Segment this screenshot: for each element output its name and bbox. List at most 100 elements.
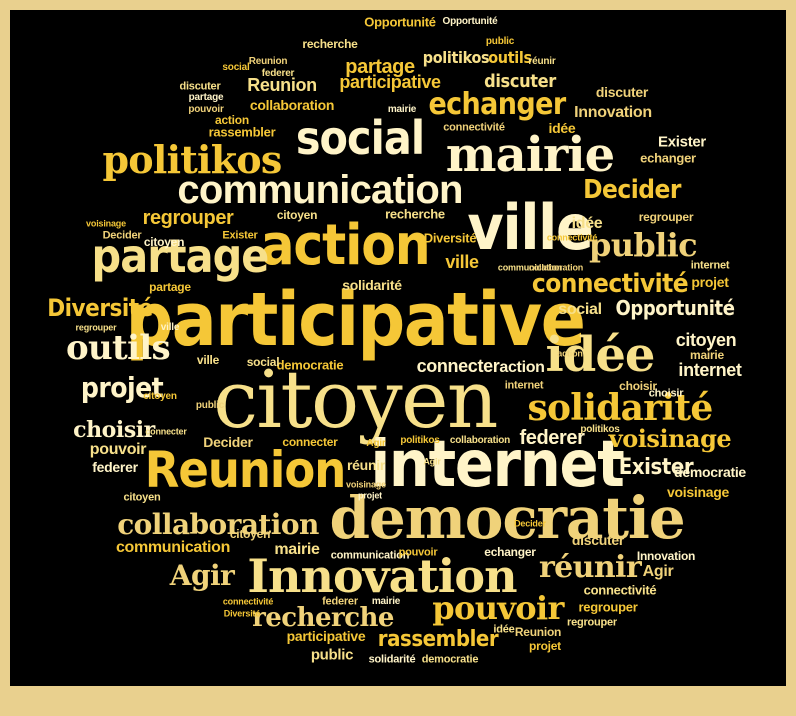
word-voisinage: voisinage xyxy=(666,484,730,500)
word-connectivite: connectivité xyxy=(222,596,274,607)
word-action: action xyxy=(499,359,545,376)
word-solidarite: solidarité xyxy=(342,277,402,293)
word-solidarite: solidarité xyxy=(527,387,713,429)
word-choisir: choisir xyxy=(73,417,155,443)
word-public: public xyxy=(485,36,515,47)
word-pouvoir: pouvoir xyxy=(188,104,224,115)
word-projet: projet xyxy=(529,639,561,653)
word-rassembler: rassembler xyxy=(377,627,499,652)
word-action: action xyxy=(557,348,583,359)
word-connecter: connecter xyxy=(145,426,187,437)
word-choisir: choisir xyxy=(619,379,657,393)
word-decider: Decider xyxy=(514,518,546,529)
word-choisir: choisir xyxy=(648,387,684,400)
word-idee: idée xyxy=(548,120,576,136)
word-voisinage: voisinage xyxy=(346,479,386,490)
word-connectivite: connectivité xyxy=(583,582,657,598)
word-cloud-frame: citoyen participative internet democrati… xyxy=(10,10,786,686)
word-communication: communication xyxy=(330,549,410,562)
word-communication: communication xyxy=(115,539,231,556)
word-decider: Decider xyxy=(102,229,142,242)
word-social: social xyxy=(246,355,280,369)
word-echanger: echanger xyxy=(640,150,696,166)
word-outils: outils xyxy=(66,328,171,368)
word-citoyen: citoyen xyxy=(675,330,737,350)
word-echanger: echanger xyxy=(484,545,536,559)
word-innovation: Innovation xyxy=(574,104,652,121)
word-innovation: Innovation xyxy=(247,549,517,603)
word-agir: Agir xyxy=(366,438,386,449)
word-decider: Decider xyxy=(203,434,253,450)
word-connectivite: connectivité xyxy=(546,232,598,243)
word-regrouper: regrouper xyxy=(75,322,117,333)
word-politikos: politikos xyxy=(580,424,620,435)
word-opportunite: Opportunité xyxy=(442,16,498,27)
word-voisinage: voisinage xyxy=(608,424,732,453)
word-connectivite: connectivité xyxy=(531,269,689,299)
word-discuter: discuter xyxy=(484,71,556,92)
word-democratie: democratie xyxy=(329,484,685,552)
word-projet: projet xyxy=(358,490,382,501)
word-collaboration: collaboration xyxy=(249,97,335,113)
word-democratie: democratie xyxy=(421,653,479,666)
word-rassembler: rassembler xyxy=(208,124,276,140)
word-reunion: Reunion xyxy=(514,625,562,639)
word-discuter: discuter xyxy=(179,80,221,93)
word-echanger: echanger xyxy=(428,87,566,122)
word-partage: partage xyxy=(188,92,224,103)
word-politikos: politikos xyxy=(422,48,490,67)
word-opportunite: Opportunité xyxy=(364,14,436,30)
word-mairie: mairie xyxy=(274,541,320,558)
word-mairie: mairie xyxy=(387,104,417,115)
word-agir: Agir xyxy=(642,563,674,580)
word-internet: internet xyxy=(370,428,624,502)
word-cloud: citoyen participative internet democrati… xyxy=(10,10,786,686)
word-connecter: connecter xyxy=(282,435,338,449)
word-diversite: Diversité xyxy=(223,608,261,619)
word-agir: Agir xyxy=(169,559,235,592)
word-reunion: Reunion xyxy=(247,75,317,95)
word-politikos: politikos xyxy=(102,137,282,182)
word-idee: idée xyxy=(493,623,515,636)
word-ville: ville xyxy=(445,252,479,272)
word-action: action xyxy=(215,113,249,127)
word-ville: ville xyxy=(196,353,220,367)
word-regrouper: regrouper xyxy=(638,210,694,224)
word-reunir: réunir xyxy=(528,56,556,67)
word-citoyen: citoyen xyxy=(143,235,185,249)
word-connectivite: connectivité xyxy=(443,121,505,134)
word-exister: Exister xyxy=(658,133,706,151)
word-agir: Agir xyxy=(423,456,441,467)
word-discuter: discuter xyxy=(571,532,625,548)
word-reunion: Reunion xyxy=(248,56,288,67)
word-communication: communication xyxy=(497,262,563,273)
word-projet: projet xyxy=(691,274,729,290)
word-pouvoir: pouvoir xyxy=(398,546,438,559)
word-recherche: recherche xyxy=(252,603,394,633)
word-partage: partage xyxy=(149,280,191,294)
word-internet: internet xyxy=(690,259,730,272)
word-public: public xyxy=(310,646,354,664)
word-diversite: Diversité xyxy=(47,294,153,322)
word-communication: communication xyxy=(177,168,463,212)
word-exister: Exister xyxy=(222,229,258,242)
word-reunion: Reunion xyxy=(144,441,347,499)
word-collaboration: collaboration xyxy=(117,508,319,541)
word-partage: partage xyxy=(345,56,415,78)
word-collaboration: collaboration xyxy=(449,435,511,446)
word-reunir: réunir xyxy=(347,457,385,473)
word-public: public xyxy=(195,400,225,411)
word-mairie: mairie xyxy=(690,348,724,362)
word-recherche: recherche xyxy=(385,206,445,222)
word-democratie: democratie xyxy=(674,464,746,480)
word-solidarite: solidarité xyxy=(368,653,416,666)
word-regrouper: regrouper xyxy=(142,207,234,229)
word-social: social xyxy=(222,62,250,73)
word-connecter: connecter xyxy=(416,356,500,376)
word-idee: idée xyxy=(545,327,655,383)
word-reunir: réunir xyxy=(538,550,642,585)
word-federer: federer xyxy=(519,427,585,449)
word-social: social xyxy=(295,111,425,165)
word-ville: ville xyxy=(160,322,180,333)
word-exister: Exister xyxy=(618,455,694,480)
